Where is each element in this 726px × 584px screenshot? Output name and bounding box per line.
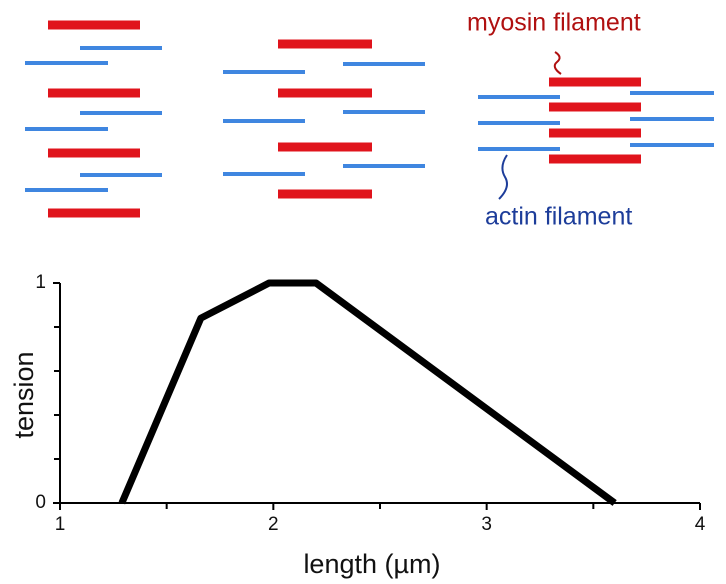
actin-label: actin filament [485, 203, 632, 231]
x-tick-label: 3 [481, 514, 492, 535]
x-tick-label: 2 [268, 514, 279, 535]
x-tick-label: 4 [695, 514, 706, 535]
figure: myosin filament actin filament length (µ… [0, 0, 726, 584]
x-tick-label: 1 [55, 514, 66, 535]
myosin-label: myosin filament [467, 9, 641, 37]
tension-line [122, 283, 615, 503]
y-axis-label: tension [9, 351, 39, 438]
y-tick-label: 1 [35, 272, 46, 293]
x-axis-label: length (µm) [303, 549, 440, 579]
y-tick-label: 0 [35, 492, 46, 513]
filament-diagram [25, 25, 714, 213]
